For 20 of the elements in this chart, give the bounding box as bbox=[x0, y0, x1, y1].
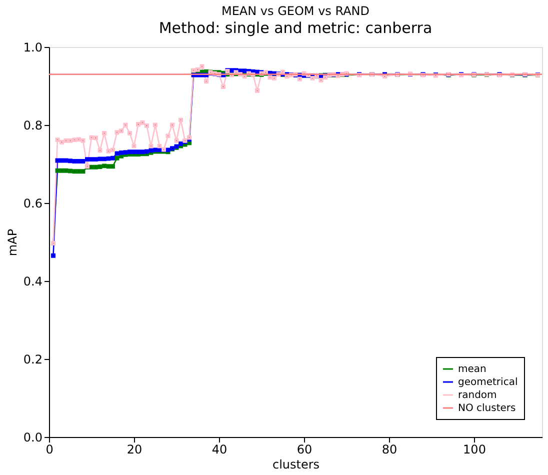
x-axis-title: clusters bbox=[272, 458, 320, 472]
legend-label: random bbox=[458, 390, 497, 401]
chart-title: MEAN vs GEOM vs RAND bbox=[221, 4, 370, 18]
y-tick-label: 0.4 bbox=[23, 274, 42, 288]
x-tick-label: 0 bbox=[46, 442, 54, 456]
y-tick-label: 0.2 bbox=[23, 352, 42, 366]
legend-label: geometrical bbox=[458, 377, 518, 388]
y-tick-label: 1.0 bbox=[23, 40, 42, 54]
y-tick-label: 0.8 bbox=[23, 118, 42, 132]
y-tick-label: 0.0 bbox=[23, 430, 42, 444]
legend-label: mean bbox=[458, 364, 486, 375]
x-tick-label: 20 bbox=[126, 442, 142, 456]
chart-subtitle: Method: single and metric: canberra bbox=[158, 19, 432, 37]
x-tick-label: 100 bbox=[463, 442, 486, 456]
y-tick-label: 0.6 bbox=[23, 196, 42, 210]
x-tick-label: 40 bbox=[212, 442, 228, 456]
x-tick-label: 60 bbox=[296, 442, 312, 456]
legend-label: NO clusters bbox=[458, 403, 516, 414]
y-axis-title: mAP bbox=[5, 228, 20, 256]
x-tick-label: 80 bbox=[382, 442, 398, 456]
